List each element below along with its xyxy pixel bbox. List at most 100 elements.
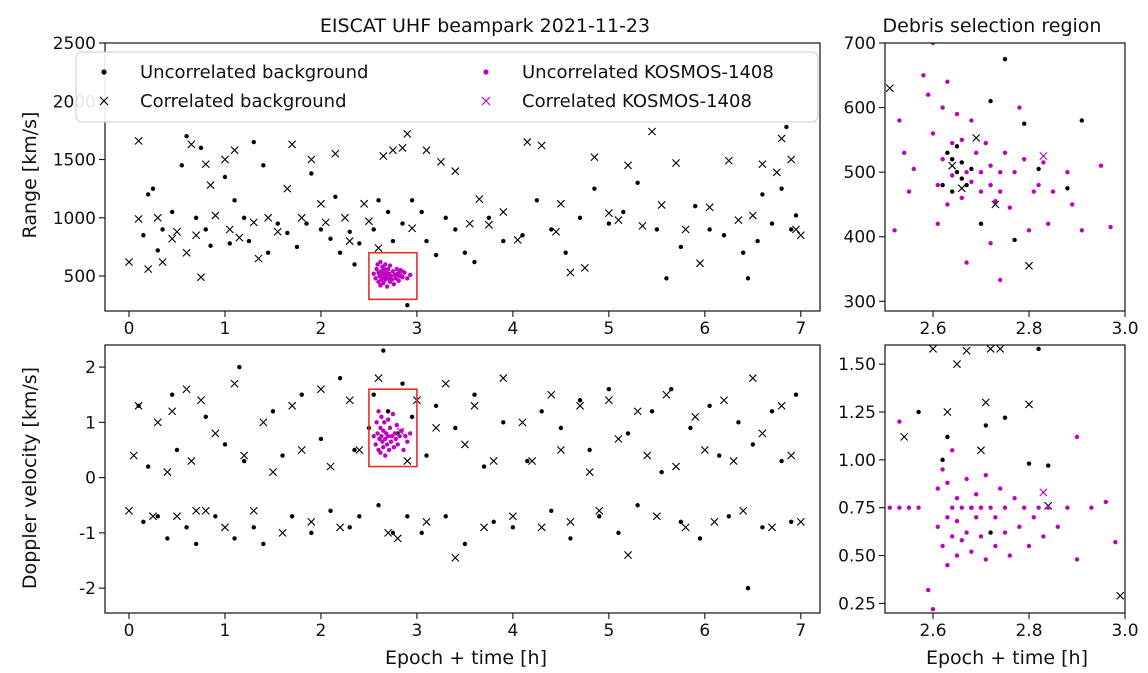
data-point-x (201, 506, 210, 515)
data-point (1041, 534, 1046, 539)
data-point-x (388, 146, 397, 155)
data-point (389, 277, 395, 282)
data-point (988, 240, 993, 246)
data-point (760, 525, 765, 530)
data-point (649, 409, 655, 414)
data-point-x (580, 263, 589, 272)
data-point-x (182, 385, 191, 394)
data-point-x (772, 168, 781, 177)
data-point (419, 209, 424, 215)
data-point-x (758, 160, 767, 169)
y-tick-label: 400 (844, 228, 876, 248)
data-point (978, 169, 984, 175)
data-point (184, 134, 189, 139)
data-point-x (240, 451, 249, 460)
data-point (486, 215, 492, 220)
data-point (381, 445, 386, 450)
data-point (736, 420, 741, 425)
data-point-x (643, 451, 652, 460)
data-point-x (249, 506, 258, 515)
data-point (525, 458, 530, 464)
data-point (1017, 524, 1022, 530)
data-point-x (196, 396, 205, 405)
data-point-x (681, 225, 690, 234)
data-point-x (489, 457, 498, 466)
data-point (390, 238, 396, 244)
data-point (1065, 186, 1070, 191)
data-point-x (345, 237, 354, 246)
y-tick-label: 0.25 (838, 594, 876, 614)
data-point (1046, 505, 1051, 510)
data-point-x (326, 462, 335, 471)
x-tick-label: 2 (316, 621, 327, 641)
series-correlated-kosmos-1408 (396, 269, 405, 278)
series-uncorrelated-background (916, 346, 1051, 535)
data-point (391, 282, 397, 287)
data-point (385, 417, 391, 422)
data-point (309, 530, 314, 536)
data-point-x (518, 418, 527, 427)
data-point (491, 519, 496, 525)
data-point (375, 431, 380, 436)
data-point (954, 518, 960, 524)
x-tick-label: 7 (795, 319, 806, 339)
data-point (380, 439, 385, 444)
data-point-x (729, 457, 738, 466)
data-point-x (172, 512, 181, 521)
data-point-x (211, 211, 220, 220)
x-tick-label: 2.6 (919, 319, 946, 339)
data-point (669, 387, 674, 392)
data-point (983, 557, 988, 562)
x-tick-label: 6 (699, 621, 710, 641)
y-tick-label: 500 (64, 267, 96, 287)
data-point (625, 431, 631, 436)
data-point (916, 409, 921, 415)
data-point-x (125, 258, 133, 267)
data-point (1007, 205, 1012, 210)
panel-range_zoom: 2.6 2.8 3.0 300 400 500 600 700 (844, 34, 1139, 339)
data-point (779, 458, 784, 464)
data-point-x (168, 234, 177, 243)
data-point (950, 140, 955, 146)
series-correlated-background (900, 345, 1125, 600)
data-point (983, 423, 988, 428)
data-point-x (576, 401, 585, 410)
data-point-x (441, 379, 450, 388)
legend-entry: Uncorrelated background (101, 62, 368, 83)
data-point (393, 436, 398, 442)
data-point (1002, 415, 1008, 420)
data-point (1065, 505, 1070, 510)
data-point (371, 392, 376, 397)
data-point (693, 203, 698, 209)
data-point (1089, 505, 1094, 510)
y-tick-label: 0.50 (838, 547, 876, 567)
data-point (1002, 505, 1008, 510)
data-point-x (768, 523, 777, 532)
legend-label: Correlated background (140, 91, 347, 112)
data-point (954, 169, 960, 175)
data-point (160, 227, 165, 232)
data-point (261, 541, 266, 547)
data-point (400, 381, 405, 386)
data-point (374, 420, 379, 425)
data-point (998, 277, 1003, 283)
x-tick-label: 0 (124, 319, 135, 339)
data-point-x (268, 468, 277, 477)
data-point-x (192, 506, 201, 515)
data-point-x (552, 227, 561, 236)
data-point (424, 453, 429, 458)
data-point (378, 425, 383, 431)
data-point (793, 392, 799, 397)
data-point-x (336, 523, 345, 532)
data-point-x (787, 451, 796, 460)
data-point (401, 447, 406, 453)
data-point (950, 505, 955, 510)
data-point (745, 276, 751, 281)
data-point (945, 79, 950, 84)
data-point-x (460, 440, 469, 449)
data-point (964, 260, 969, 265)
data-point (717, 453, 722, 458)
data-point-x (796, 231, 805, 240)
zoom-x-axis-label: Epoch + time [h] (926, 647, 1088, 669)
